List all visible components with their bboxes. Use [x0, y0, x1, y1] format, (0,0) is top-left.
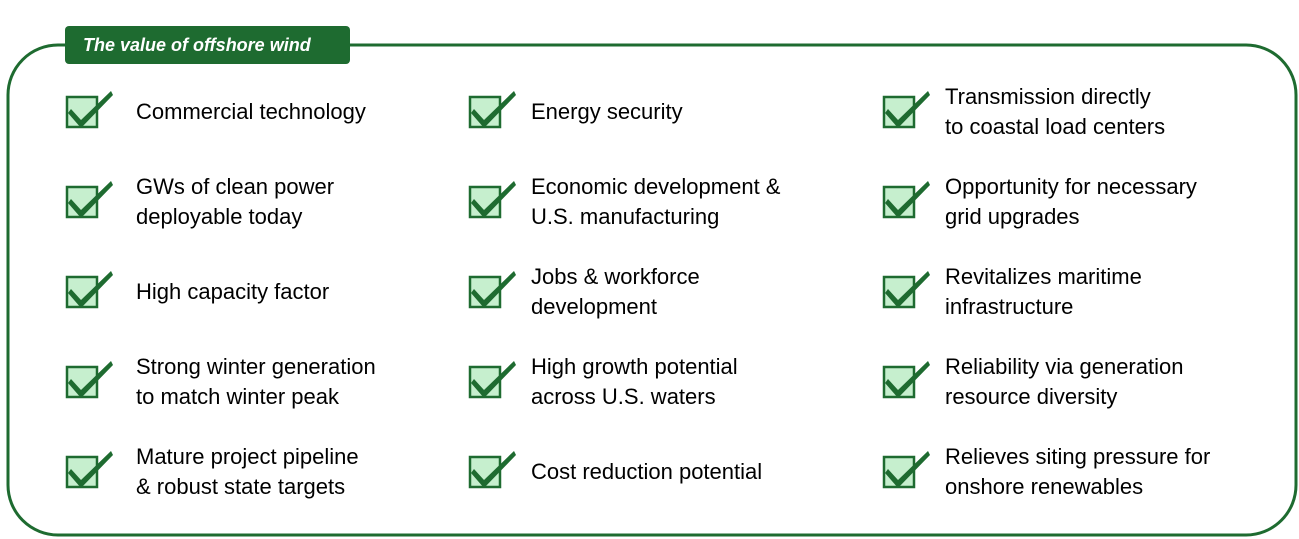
- checkbox: [468, 359, 518, 400]
- item-text: High growth potential: [531, 354, 738, 379]
- title: The value of offshore wind: [83, 35, 311, 55]
- item-text: Relieves siting pressure for: [945, 444, 1211, 469]
- checkbox: [468, 89, 518, 130]
- checkbox: [65, 89, 115, 130]
- item-text: Opportunity for necessary: [945, 174, 1197, 199]
- checkbox: [882, 179, 932, 220]
- item-text: resource diversity: [945, 384, 1118, 409]
- item-text: to match winter peak: [136, 384, 339, 409]
- checkbox: [468, 179, 518, 220]
- border: [6, 43, 1298, 537]
- item-text: & robust state targets: [136, 474, 346, 499]
- checkbox: [468, 269, 518, 310]
- item-text: development: [531, 294, 657, 319]
- item-text: Reliability via generation: [945, 354, 1184, 379]
- checkbox: [65, 179, 115, 220]
- checkbox: [882, 89, 932, 130]
- item-text: Strong winter generation: [136, 354, 376, 379]
- item-text: GWs of clean power: [136, 174, 335, 199]
- item-text: Jobs & workforce: [531, 264, 700, 289]
- item-text: infrastructure: [945, 294, 1074, 319]
- item-text: Cost reduction potential: [531, 459, 763, 484]
- checkbox: [65, 269, 115, 310]
- checkbox: [65, 359, 115, 400]
- checkbox: [468, 449, 518, 490]
- item-text: Transmission directly: [945, 84, 1151, 109]
- item-text: onshore renewables: [945, 474, 1144, 499]
- item-text: Economic development &: [531, 174, 781, 199]
- item-text: across U.S. waters: [531, 384, 716, 409]
- item-text: U.S. manufacturing: [531, 204, 720, 229]
- checkbox: [882, 449, 932, 490]
- item-text: to coastal load centers: [945, 114, 1166, 139]
- item-text: Mature project pipeline: [136, 444, 359, 469]
- title-tab: [65, 26, 350, 64]
- item-text: High capacity factor: [136, 279, 330, 304]
- item-text: grid upgrades: [945, 204, 1080, 229]
- item-text: Commercial technology: [136, 99, 366, 124]
- checkbox: [882, 359, 932, 400]
- item-text: Revitalizes maritime: [945, 264, 1142, 289]
- item-text: deployable today: [136, 204, 303, 229]
- checkbox: [882, 269, 932, 310]
- item-text: Energy security: [531, 99, 683, 124]
- checkbox: [65, 449, 115, 490]
